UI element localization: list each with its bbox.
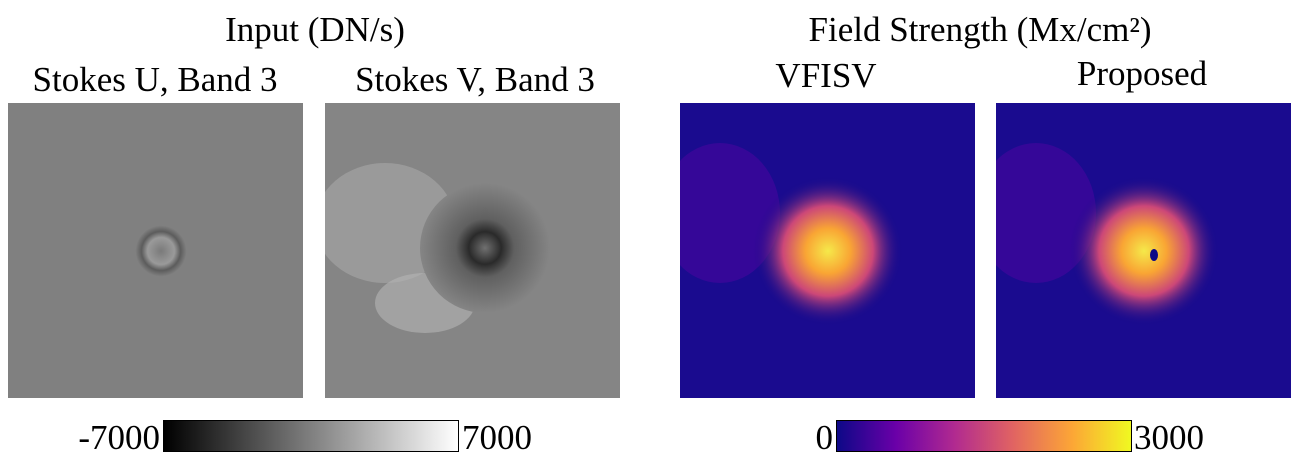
- group-title: Input (DN/s): [225, 12, 405, 47]
- proposed-image: [996, 103, 1291, 398]
- colorbar-min-label: 0: [816, 420, 834, 455]
- stokes-v-image: [325, 103, 620, 398]
- colorbar-max-label: 3000: [1134, 420, 1204, 455]
- colorbar: [163, 420, 459, 452]
- colorbar-min-label: -7000: [78, 420, 160, 455]
- panel-title: VFISV: [775, 58, 876, 93]
- colorbar-max-label: 7000: [462, 420, 532, 455]
- figure: Input (DN/s) Field Strength (Mx/cm²) Sto…: [0, 0, 1292, 458]
- vfisv-image: [680, 103, 975, 398]
- panel-title: Stokes U, Band 3: [33, 62, 278, 97]
- colorbar: [836, 420, 1132, 452]
- group-title: Field Strength (Mx/cm²): [809, 12, 1152, 47]
- panel-title: Proposed: [1077, 56, 1207, 91]
- stokes-u-image: [8, 103, 303, 398]
- panel-title: Stokes V, Band 3: [355, 62, 595, 97]
